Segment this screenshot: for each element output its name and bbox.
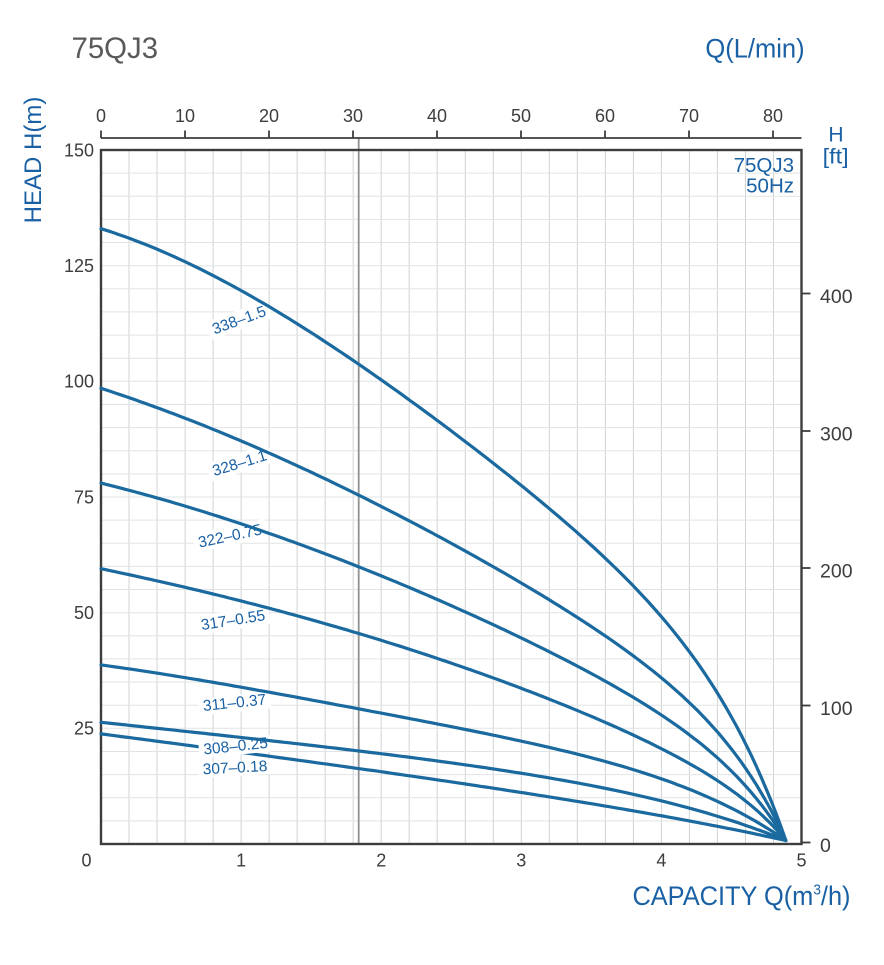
svg-text:0: 0 bbox=[96, 106, 106, 126]
svg-text:4: 4 bbox=[656, 850, 666, 870]
svg-text:H: H bbox=[828, 124, 843, 147]
svg-text:125: 125 bbox=[64, 256, 94, 276]
svg-text:1: 1 bbox=[236, 850, 246, 870]
svg-text:75: 75 bbox=[74, 487, 94, 507]
svg-text:400: 400 bbox=[820, 286, 853, 308]
svg-text:150: 150 bbox=[64, 140, 94, 160]
svg-text:HEAD H(m): HEAD H(m) bbox=[20, 97, 47, 224]
svg-text:0: 0 bbox=[81, 850, 91, 870]
svg-text:10: 10 bbox=[175, 106, 195, 126]
svg-text:308–0.25: 308–0.25 bbox=[203, 735, 269, 759]
svg-text:100: 100 bbox=[820, 698, 853, 720]
svg-text:50: 50 bbox=[74, 603, 94, 623]
svg-text:300: 300 bbox=[820, 424, 853, 446]
svg-text:307–0.18: 307–0.18 bbox=[202, 758, 267, 778]
svg-text:2: 2 bbox=[376, 850, 386, 870]
svg-text:75QJ3: 75QJ3 bbox=[72, 32, 159, 65]
svg-text:80: 80 bbox=[763, 106, 783, 126]
svg-text:60: 60 bbox=[595, 106, 615, 126]
svg-text:70: 70 bbox=[679, 106, 699, 126]
svg-text:200: 200 bbox=[820, 561, 853, 583]
svg-text:Q(L/min): Q(L/min) bbox=[705, 33, 804, 64]
svg-text:3: 3 bbox=[516, 850, 526, 870]
svg-text:50: 50 bbox=[511, 106, 531, 126]
svg-text:30: 30 bbox=[343, 106, 363, 126]
svg-text:75QJ3: 75QJ3 bbox=[734, 154, 794, 177]
svg-text:40: 40 bbox=[427, 106, 447, 126]
svg-text:50Hz: 50Hz bbox=[746, 175, 794, 198]
svg-text:311–0.37: 311–0.37 bbox=[202, 691, 267, 715]
svg-text:5: 5 bbox=[796, 850, 806, 870]
svg-text:20: 20 bbox=[259, 106, 279, 126]
svg-text:100: 100 bbox=[64, 372, 94, 392]
svg-text:0: 0 bbox=[820, 835, 831, 857]
svg-text:[ft]: [ft] bbox=[823, 145, 849, 169]
svg-text:25: 25 bbox=[74, 719, 94, 739]
